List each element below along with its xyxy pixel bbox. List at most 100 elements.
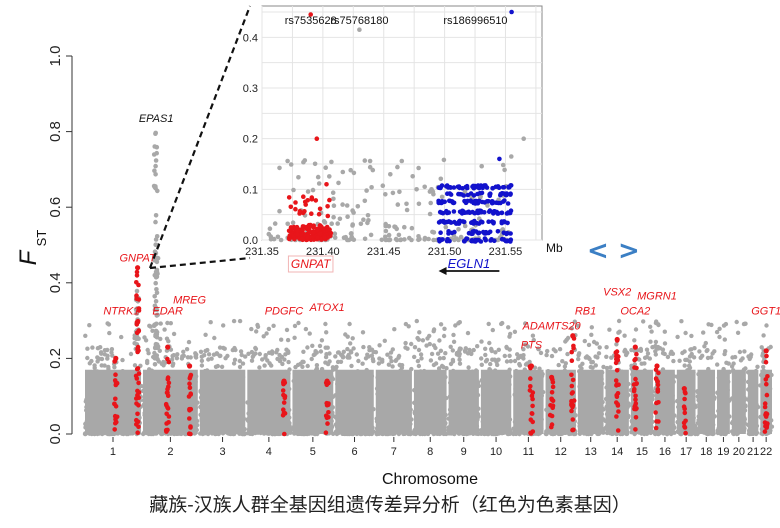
snp-point <box>285 221 291 227</box>
snp-point <box>284 347 289 352</box>
snp-point <box>153 332 158 338</box>
pigment-snp-point <box>547 412 553 418</box>
snp-point <box>465 330 471 336</box>
snp-point <box>403 340 408 346</box>
snp-point <box>448 344 453 349</box>
snp-point <box>453 221 459 226</box>
snp-point <box>641 319 646 324</box>
snp-point <box>453 323 458 328</box>
pigment-snp-point <box>614 392 619 398</box>
snp-point <box>262 363 267 368</box>
snp-point <box>267 361 272 366</box>
inset-y-tick-label: 0.3 <box>243 83 258 95</box>
pigment-snp-point <box>549 390 555 395</box>
snp-point <box>175 352 180 357</box>
snp-point <box>379 237 385 243</box>
snp-point <box>460 186 465 191</box>
snp-point <box>380 183 386 188</box>
snp-point <box>327 197 332 203</box>
snp-point <box>416 165 421 171</box>
pigment-snp-point <box>528 417 534 423</box>
snp-point <box>297 208 303 214</box>
snp-point <box>317 343 323 349</box>
snp-point <box>340 169 346 175</box>
snp-point <box>416 201 422 207</box>
snp-point <box>508 231 513 236</box>
inset-x-tick-label: 231.35 <box>245 246 279 258</box>
pigment-snp-point <box>134 296 139 302</box>
pigment-snp-point <box>570 377 576 383</box>
pigment-snp-point <box>569 372 574 378</box>
snp-point <box>607 327 612 332</box>
snp-point <box>316 211 322 217</box>
y-axis-label: F <box>15 249 42 265</box>
inset-x-tick-label: 231.45 <box>367 246 401 258</box>
snp-point <box>286 195 292 200</box>
x-tick-label: 20 <box>733 446 745 458</box>
snp-point <box>402 224 407 230</box>
snp-point <box>436 185 442 190</box>
snp-point <box>366 218 371 223</box>
snp-point <box>313 198 319 203</box>
pigment-snp-point <box>653 376 659 381</box>
snp-point <box>383 228 389 234</box>
snp-point <box>193 351 198 356</box>
pigment-snp-point <box>615 402 620 407</box>
snp-point <box>181 353 186 358</box>
snp-point <box>102 363 107 368</box>
snp-point <box>589 325 594 330</box>
snp-point <box>323 345 328 350</box>
x-tick-label: 19 <box>717 446 729 458</box>
inset-x-tick-label: 231.55 <box>489 246 523 258</box>
snp-point <box>286 359 291 365</box>
snp-point <box>504 231 509 237</box>
snp-density-band <box>199 369 246 434</box>
snp-point <box>322 235 328 241</box>
snp-point <box>761 333 766 338</box>
snp-point <box>594 341 599 346</box>
snp-point <box>471 347 476 353</box>
snp-point <box>496 347 501 352</box>
snp-point <box>424 343 429 348</box>
snp-point <box>580 361 585 366</box>
snp-point <box>648 324 653 329</box>
snp-point <box>171 331 177 337</box>
snp-point <box>203 332 208 337</box>
gene-label: GGT1 <box>751 306 780 318</box>
snp-point <box>145 360 150 366</box>
snp-point <box>420 338 426 343</box>
snp-point <box>305 234 310 240</box>
next-button[interactable]: > <box>618 236 640 266</box>
snp-point <box>377 356 382 361</box>
snp-point <box>443 219 448 225</box>
pigment-snp-point <box>633 401 639 406</box>
snp-point <box>451 332 456 338</box>
pigment-snp-point <box>682 410 688 416</box>
snp-point <box>521 347 526 352</box>
x-tick-label: 8 <box>427 446 433 458</box>
snp-point <box>153 280 158 286</box>
snp-point <box>418 352 424 357</box>
snp-point <box>444 210 450 216</box>
snp-point <box>415 358 421 364</box>
snp-point <box>395 202 401 207</box>
snp-point <box>153 158 159 163</box>
y-tick-label: 1.0 <box>47 46 64 67</box>
snp-point <box>305 363 310 369</box>
snp-point <box>633 327 639 332</box>
snp-point <box>151 323 157 329</box>
snp-point <box>347 321 352 327</box>
pigment-snp-point <box>527 388 533 393</box>
snp-point <box>356 358 361 364</box>
snp-point <box>409 341 414 347</box>
snp-point <box>343 332 348 337</box>
prev-button[interactable]: < <box>587 236 609 266</box>
snp-point <box>479 356 484 361</box>
x-tick-label: 17 <box>680 446 692 458</box>
snp-point <box>582 338 587 344</box>
snp-point <box>345 355 351 360</box>
snp-point <box>327 174 332 179</box>
snp-point <box>340 202 345 207</box>
snp-point <box>333 354 338 359</box>
snp-point <box>470 209 475 215</box>
